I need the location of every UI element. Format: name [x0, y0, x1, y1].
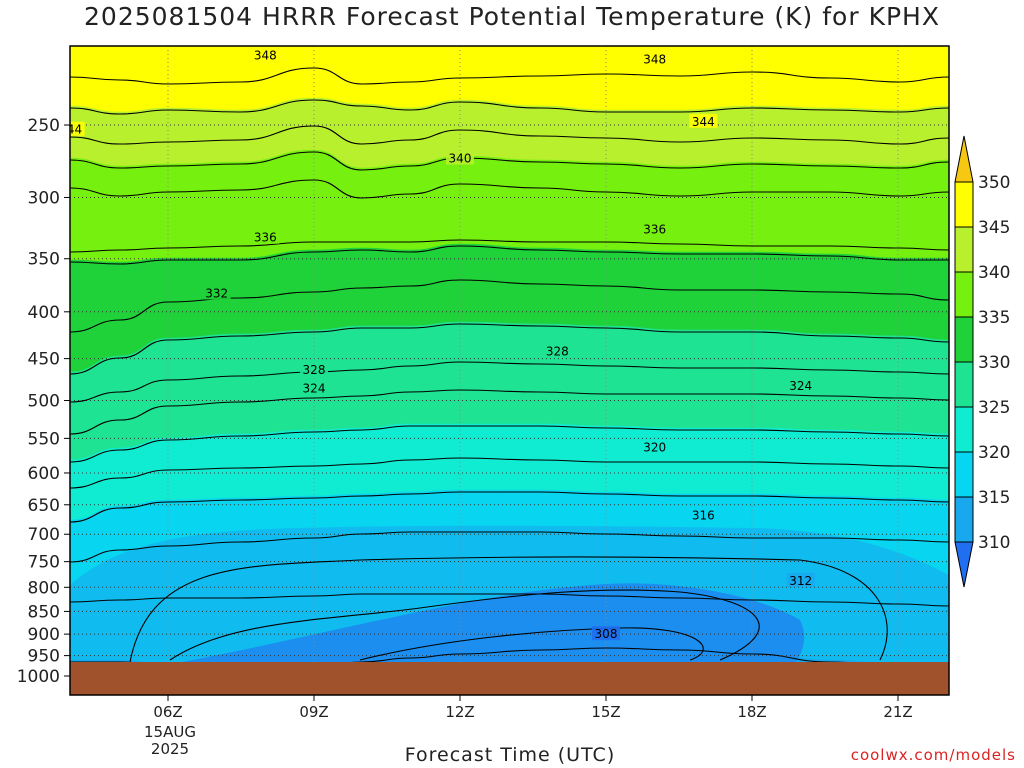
- x-tick-label: 21Z: [883, 703, 912, 721]
- y-tick-label: 850: [28, 602, 60, 622]
- x-tick-label: 06Z: [153, 703, 182, 721]
- y-tick-label: 550: [28, 429, 60, 449]
- colorbar-label: 315: [978, 488, 1010, 508]
- contour-line-310: [169, 589, 760, 661]
- colorbar-segment: [954, 361, 974, 408]
- colorbar-segment: [954, 316, 974, 363]
- contour-line-332: [70, 279, 949, 333]
- contour-line-326: [70, 389, 949, 435]
- contour-label-bg: [786, 572, 815, 587]
- contour-label: 320: [643, 441, 666, 455]
- contour-line-342: [70, 125, 949, 145]
- contour-line-330: [70, 323, 949, 375]
- contour-line-318: [70, 531, 949, 563]
- y-tick-label: 900: [28, 625, 60, 645]
- contour-label-bg: [300, 361, 328, 376]
- x-tick-label: 12Z: [445, 703, 474, 721]
- contour-label: 312: [789, 574, 812, 588]
- contour-label-bg: [640, 221, 669, 236]
- contour-label: 336: [254, 231, 277, 245]
- y-tick-label: 1000: [17, 667, 60, 687]
- contour-label: 324: [789, 379, 812, 393]
- colorbar-label: 340: [978, 263, 1010, 283]
- contour-label-bg: [786, 377, 815, 392]
- x-tick-label: 09Z: [299, 703, 328, 721]
- credit-link[interactable]: coolwx.com/models: [850, 746, 1016, 764]
- x-tick-label: 18Z: [737, 703, 766, 721]
- contour-label: 344: [59, 123, 82, 137]
- colorbar-extend-high: [954, 135, 974, 183]
- contour-line-322: [70, 457, 949, 489]
- contour-label: 308: [595, 627, 618, 641]
- contour-line-312: [129, 556, 888, 663]
- contour-line-328: [70, 361, 949, 403]
- contour-line-346: [70, 67, 949, 85]
- colorbar-label: 325: [978, 398, 1010, 418]
- colorbar-segment: [954, 181, 974, 228]
- colorbar-segment: [954, 451, 974, 498]
- y-tick-label: 350: [28, 250, 60, 270]
- ground-terrain: [70, 662, 949, 695]
- y-tick-label: 800: [28, 578, 60, 598]
- contour-label-bg: [251, 229, 280, 244]
- contour-label-bg: [689, 507, 718, 522]
- contour-label-bg: [300, 380, 328, 395]
- plot-frame: [69, 45, 950, 696]
- contour-line-334: [70, 245, 949, 265]
- contour-label: 340: [449, 152, 472, 166]
- y-tick-label: 450: [28, 350, 60, 370]
- y-tick-label: 650: [28, 496, 60, 516]
- contour-label: 332: [205, 287, 228, 301]
- colorbar-label: 310: [978, 533, 1010, 553]
- contour-label-bg: [202, 285, 231, 300]
- contour-line-320: [70, 491, 949, 523]
- contour-label-bg: [446, 150, 474, 165]
- contour-line-338: [70, 179, 949, 199]
- contour-label-bg: [689, 113, 718, 128]
- contour-label-bg: [640, 51, 669, 66]
- chart-title: 2025081504 HRRR Forecast Potential Tempe…: [84, 2, 940, 31]
- y-tick-label: 250: [28, 116, 60, 136]
- colorbar-label: 345: [978, 218, 1010, 238]
- contour-label: 336: [643, 222, 666, 236]
- colorbar-label: 320: [978, 443, 1010, 463]
- colorbar-segment: [954, 496, 974, 543]
- colorbar-extend-low: [954, 541, 974, 588]
- y-tick-label: 700: [28, 525, 60, 545]
- contour-label: 324: [303, 381, 326, 395]
- contour-line-316: [70, 593, 949, 607]
- y-tick-label: 600: [28, 464, 60, 484]
- contour-label: 328: [303, 363, 326, 377]
- contour-label-bg: [70, 121, 85, 136]
- contour-label-bg: [592, 626, 620, 641]
- contour-label: 348: [643, 52, 666, 66]
- contour-line-336: [70, 239, 949, 253]
- contour-label-bg: [543, 343, 572, 358]
- colorbar-label: 350: [978, 173, 1010, 193]
- y-tick-label: 750: [28, 553, 60, 573]
- contour-line-324: [70, 425, 949, 463]
- y-tick-label: 400: [28, 303, 60, 323]
- y-tick-label: 500: [28, 392, 60, 412]
- x-tick-label: 15Z: [591, 703, 620, 721]
- colorbar-segment: [954, 226, 974, 273]
- x-date-year: 2025: [150, 740, 190, 758]
- contour-line-344: [70, 99, 949, 115]
- contour-label: 348: [254, 49, 277, 63]
- contour-label: 344: [692, 115, 715, 129]
- colorbar-segment: [954, 271, 974, 318]
- contour-label-bg: [251, 47, 280, 62]
- x-axis-label: Forecast Time (UTC): [404, 744, 616, 766]
- colorbar-segment: [954, 406, 974, 453]
- x-date-month: 15AUG: [144, 723, 196, 741]
- contour-label: 328: [546, 344, 569, 358]
- contour-label-bg: [640, 439, 669, 454]
- contour-label: 316: [692, 509, 715, 523]
- colorbar-label: 330: [978, 353, 1010, 373]
- y-tick-label: 950: [28, 647, 60, 667]
- colorbar-label: 335: [978, 308, 1010, 328]
- y-tick-label: 300: [28, 188, 60, 208]
